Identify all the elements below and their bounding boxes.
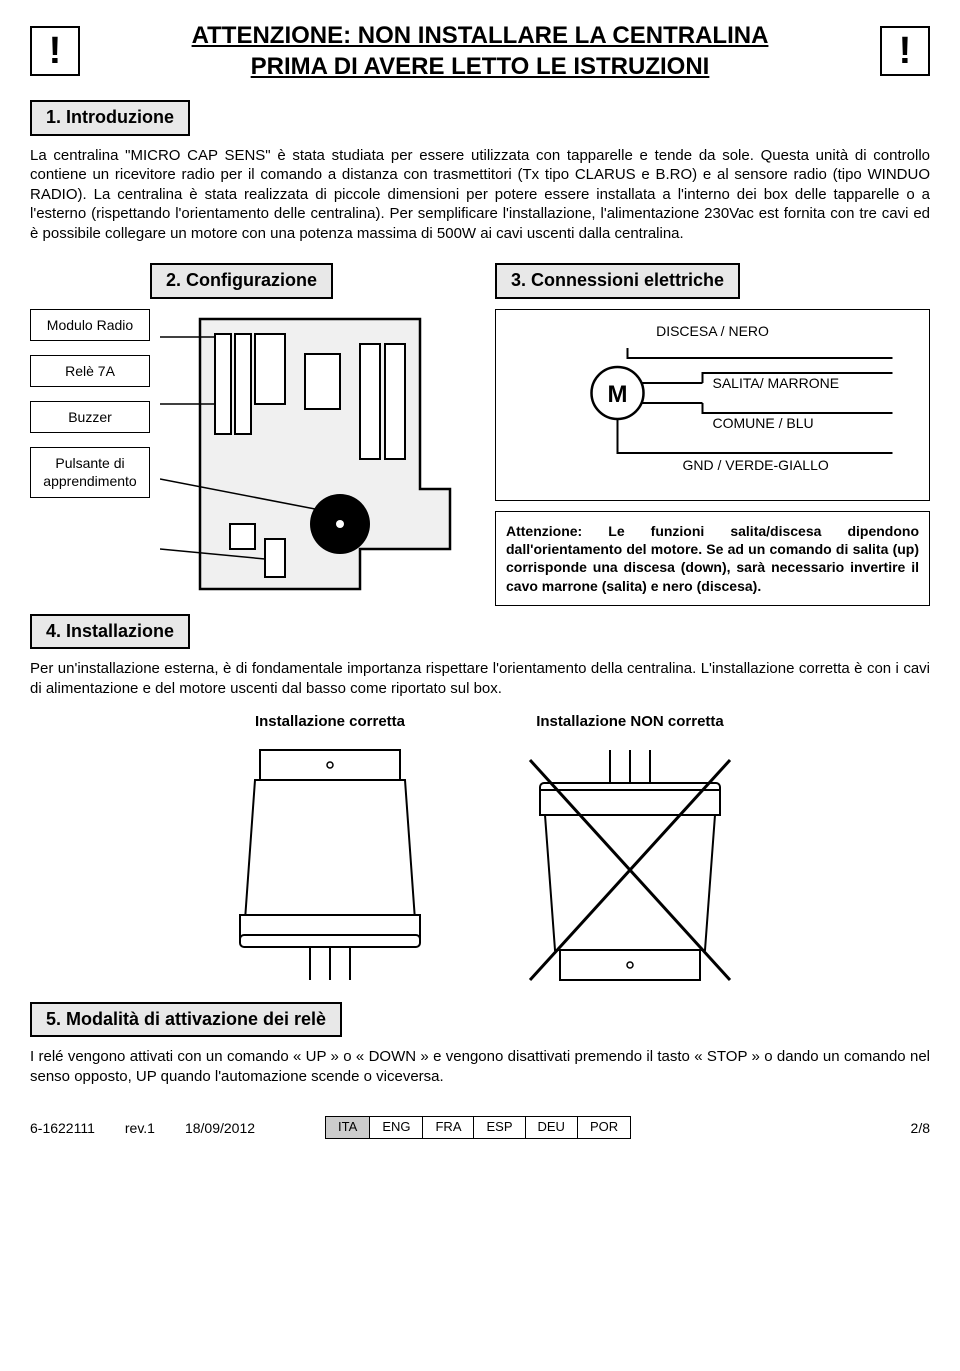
page-number: 2/8	[911, 1119, 930, 1137]
label-rele-7a: Relè 7A	[30, 355, 150, 387]
lang-tab-fra[interactable]: FRA	[423, 1116, 474, 1139]
warning-icon-right: !	[880, 26, 930, 76]
install-correct-label: Installazione corretta	[200, 712, 460, 732]
language-tabs: ITA ENG FRA ESP DEU POR	[325, 1116, 631, 1139]
warning-line2: PRIMA DI AVERE LETTO LE ISTRUZIONI	[251, 53, 710, 80]
warning-line1: ATTENZIONE: NON INSTALLARE LA CENTRALINA	[192, 22, 769, 49]
section-4-body: Per un'installazione esterna, è di fonda…	[30, 659, 930, 698]
label-buzzer: Buzzer	[30, 401, 150, 433]
motor-wiring-svg: M SALITA/ MARRONE COMUNE / BLU GND / VER…	[506, 348, 919, 478]
connection-diagram: DISCESA / NERO M SALITA/ MARRONE COMUNE …	[495, 309, 930, 501]
wire-gnd-svg: GND / VERDE-GIALLO	[683, 457, 829, 473]
section-1-title: 1. Introduzione	[30, 100, 190, 135]
device-correct-svg	[200, 740, 460, 990]
section-1-body: La centralina "MICRO CAP SENS" è stata s…	[30, 146, 930, 244]
install-incorrect-label: Installazione NON corretta	[500, 712, 760, 732]
wire-comune-svg: COMUNE / BLU	[713, 415, 814, 431]
lang-tab-por[interactable]: POR	[578, 1116, 631, 1139]
page-footer: 6-1622111 rev.1 18/09/2012 ITA ENG FRA E…	[30, 1116, 930, 1139]
wire-salita-svg: SALITA/ MARRONE	[713, 375, 840, 391]
install-correct-col: Installazione corretta	[200, 712, 460, 994]
lang-tab-esp[interactable]: ESP	[474, 1116, 525, 1139]
label-pulsante-apprendimento: Pulsante di apprendimento	[30, 447, 150, 497]
doc-revision: rev.1	[125, 1119, 155, 1137]
section-5-title: 5. Modalità di attivazione dei relè	[30, 1002, 342, 1037]
device-incorrect-svg	[500, 740, 760, 990]
svg-text:M: M	[608, 381, 628, 408]
lang-tab-eng[interactable]: ENG	[370, 1116, 423, 1139]
label-modulo-radio: Modulo Radio	[30, 309, 150, 341]
warning-icon-left: !	[30, 26, 80, 76]
header-warning-row: ! ATTENZIONE: NON INSTALLARE LA CENTRALI…	[30, 20, 930, 82]
attention-notice: Attenzione: Le funzioni salita/discesa d…	[495, 511, 930, 606]
lang-tab-deu[interactable]: DEU	[526, 1116, 578, 1139]
lang-tab-ita[interactable]: ITA	[325, 1116, 370, 1139]
section-3-title: 3. Connessioni elettriche	[495, 263, 740, 298]
pcb-diagram-svg	[160, 309, 460, 599]
doc-date: 18/09/2012	[185, 1119, 255, 1137]
section-4-title: 4. Installazione	[30, 614, 190, 649]
main-warning-text: ATTENZIONE: NON INSTALLARE LA CENTRALINA…	[100, 20, 860, 82]
section-5-body: I relé vengono attivati con un comando «…	[30, 1047, 930, 1086]
install-incorrect-col: Installazione NON corretta	[500, 712, 760, 994]
section-2-title: 2. Configurazione	[150, 263, 333, 298]
wire-discesa: DISCESA / NERO	[506, 322, 919, 340]
configuration-diagram: Modulo Radio Relè 7A Buzzer Pulsante di …	[30, 309, 465, 599]
doc-reference: 6-1622111	[30, 1119, 95, 1137]
